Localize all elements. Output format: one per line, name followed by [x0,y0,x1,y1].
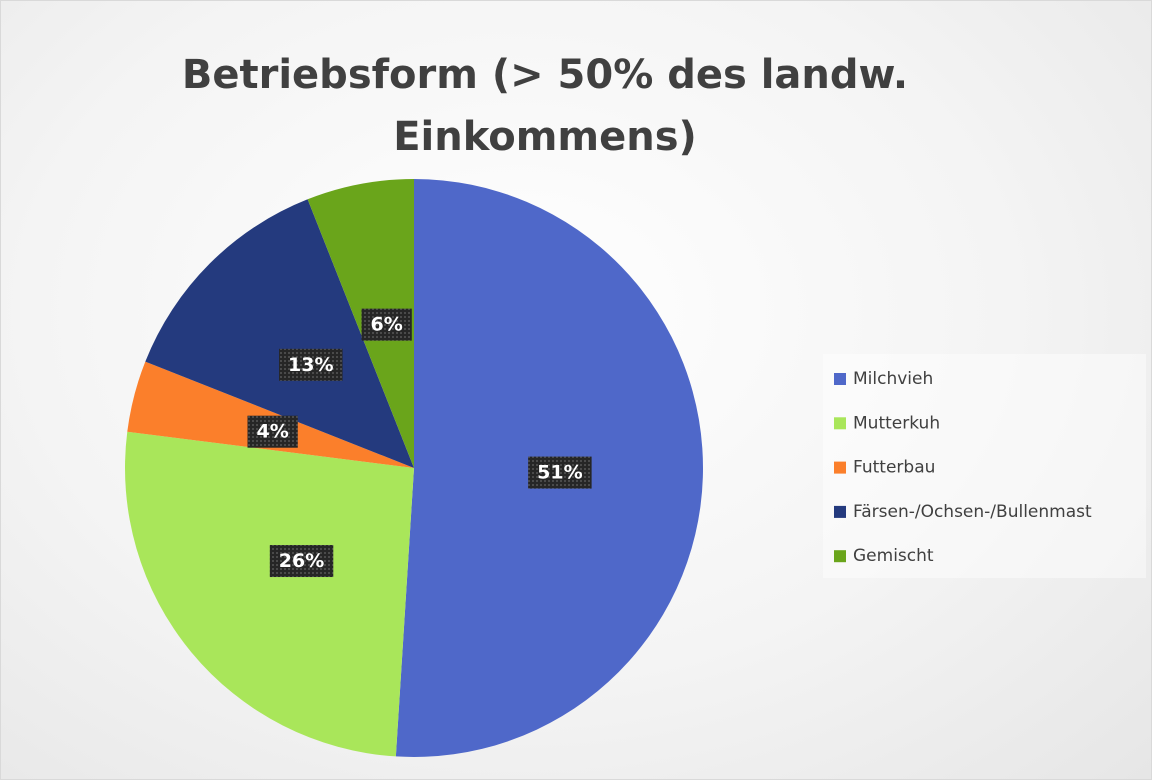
pie-slice [124,431,414,757]
legend-swatch [834,550,846,563]
legend-label: Färsen-/Ochsen-/Bullenmast [853,502,1092,522]
pie-slice [145,199,414,468]
data-label: 26% [279,550,324,572]
legend-box [823,354,1146,578]
data-label: 13% [288,354,333,376]
legend-swatch [834,461,846,474]
legend-swatch [834,417,846,430]
data-label: 6% [371,314,403,336]
legend-label: Gemischt [853,546,934,566]
legend-swatch [834,373,846,385]
pie-slice [307,179,414,468]
legend-label: Milchvieh [853,369,933,389]
data-label-box [247,415,298,448]
legend-label: Futterbau [853,458,935,478]
chart-title: Betriebsform (> 50% des landw. Einkommen… [181,52,909,160]
data-label-box [361,308,412,341]
data-label: 4% [257,421,289,443]
data-label-box [269,545,334,578]
legend-label: Mutterkuh [853,413,940,433]
pie-slice [127,361,414,468]
data-label-box [528,456,592,489]
legend-swatch [834,505,846,518]
data-label: 51% [537,462,582,484]
data-label-box [279,348,343,381]
